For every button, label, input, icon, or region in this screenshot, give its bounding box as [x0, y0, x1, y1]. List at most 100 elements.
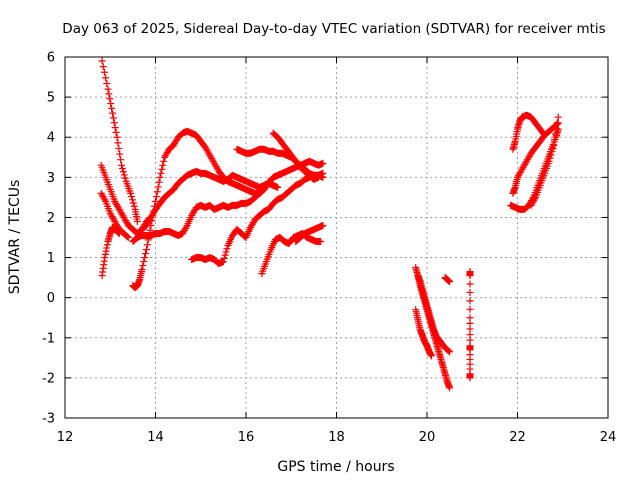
- data-point: [109, 114, 117, 122]
- y-tick-label: 3: [47, 171, 55, 186]
- series-track-k: [258, 229, 325, 278]
- data-point: [147, 221, 155, 229]
- series-track-c: [97, 189, 132, 241]
- data-point: [158, 165, 166, 173]
- series-track-g: [129, 157, 327, 246]
- data-point: [115, 144, 123, 152]
- data-point: [100, 68, 108, 76]
- data-point: [319, 159, 327, 167]
- y-tick-label: 1: [47, 251, 55, 266]
- data-point: [153, 188, 161, 196]
- series-track-o: [412, 306, 436, 360]
- data-point: [139, 262, 147, 270]
- series-track-r: [509, 111, 549, 153]
- data-point: [317, 238, 325, 246]
- y-tick-label: -3: [42, 412, 55, 427]
- data-point: [142, 246, 150, 254]
- x-tick-label: 20: [419, 430, 436, 445]
- data-point: [111, 124, 119, 132]
- data-point: [112, 128, 120, 136]
- series-track-d: [98, 223, 123, 280]
- data-point: [133, 217, 141, 225]
- data-point: [446, 348, 454, 356]
- y-tick-label: 5: [47, 91, 55, 106]
- data-marks: [97, 57, 562, 392]
- x-tick-label: 16: [238, 430, 255, 445]
- data-point: [119, 168, 127, 176]
- data-point: [102, 74, 110, 82]
- data-point: [466, 288, 474, 296]
- data-point: [117, 156, 125, 164]
- data-point: [154, 183, 162, 191]
- data-point: [221, 251, 229, 259]
- data-point: [121, 174, 129, 182]
- data-point: [114, 229, 122, 237]
- data-point: [103, 241, 111, 249]
- y-tick-label: 4: [47, 131, 55, 146]
- data-point: [106, 95, 114, 103]
- data-point: [116, 150, 124, 158]
- data-point: [466, 374, 474, 382]
- series-track-h: [188, 169, 327, 268]
- series-track-n: [414, 272, 454, 356]
- data-point: [551, 136, 559, 144]
- series-track-j: [269, 129, 322, 183]
- data-point: [314, 173, 322, 181]
- data-point: [110, 119, 118, 127]
- data-point: [222, 248, 230, 256]
- data-point: [553, 119, 561, 127]
- x-axis-label: GPS time / hours: [277, 459, 394, 475]
- data-point: [548, 148, 556, 156]
- x-tick-label: 14: [147, 430, 164, 445]
- data-point: [114, 139, 122, 147]
- data-point: [552, 124, 560, 132]
- data-point: [142, 250, 150, 258]
- data-point: [128, 196, 136, 204]
- data-point: [123, 233, 131, 241]
- data-point: [155, 178, 163, 186]
- data-point: [124, 234, 132, 241]
- y-tick-label: -1: [42, 331, 55, 346]
- data-point: [446, 278, 454, 286]
- data-point: [99, 63, 107, 71]
- x-tick-label: 22: [509, 430, 526, 445]
- data-point: [428, 352, 436, 360]
- data-point: [102, 247, 110, 255]
- y-axis-label: SDTVAR / TECUs: [7, 180, 23, 295]
- data-point: [143, 241, 151, 249]
- data-point: [545, 157, 553, 165]
- data-point: [160, 157, 168, 165]
- data-point: [101, 250, 109, 258]
- data-point: [152, 193, 160, 201]
- data-point: [159, 161, 167, 169]
- data-point: [120, 171, 128, 179]
- x-tick-label: 18: [328, 430, 345, 445]
- data-point: [157, 169, 165, 177]
- data-point: [138, 266, 146, 274]
- data-point: [152, 197, 159, 205]
- data-point: [549, 144, 557, 152]
- data-point: [107, 100, 115, 108]
- chart-title: Day 063 of 2025, Sidereal Day-to-day VTE…: [62, 21, 605, 37]
- data-point: [219, 258, 227, 266]
- data-point: [128, 193, 136, 201]
- data-point: [466, 305, 474, 313]
- series-track-a: [98, 57, 141, 225]
- data-point: [466, 272, 474, 280]
- data-point: [115, 229, 123, 237]
- y-tick-label: 6: [47, 51, 55, 66]
- grid: [65, 57, 608, 418]
- data-point: [223, 245, 231, 253]
- data-point: [104, 85, 112, 93]
- data-point: [446, 384, 454, 392]
- series-track-l: [292, 221, 327, 246]
- data-point: [98, 57, 106, 65]
- series-track-u: [527, 113, 562, 209]
- data-point: [103, 79, 111, 87]
- data-point: [552, 130, 560, 138]
- data-point: [101, 196, 109, 204]
- y-tick-label: -2: [42, 371, 55, 386]
- data-point: [547, 151, 555, 159]
